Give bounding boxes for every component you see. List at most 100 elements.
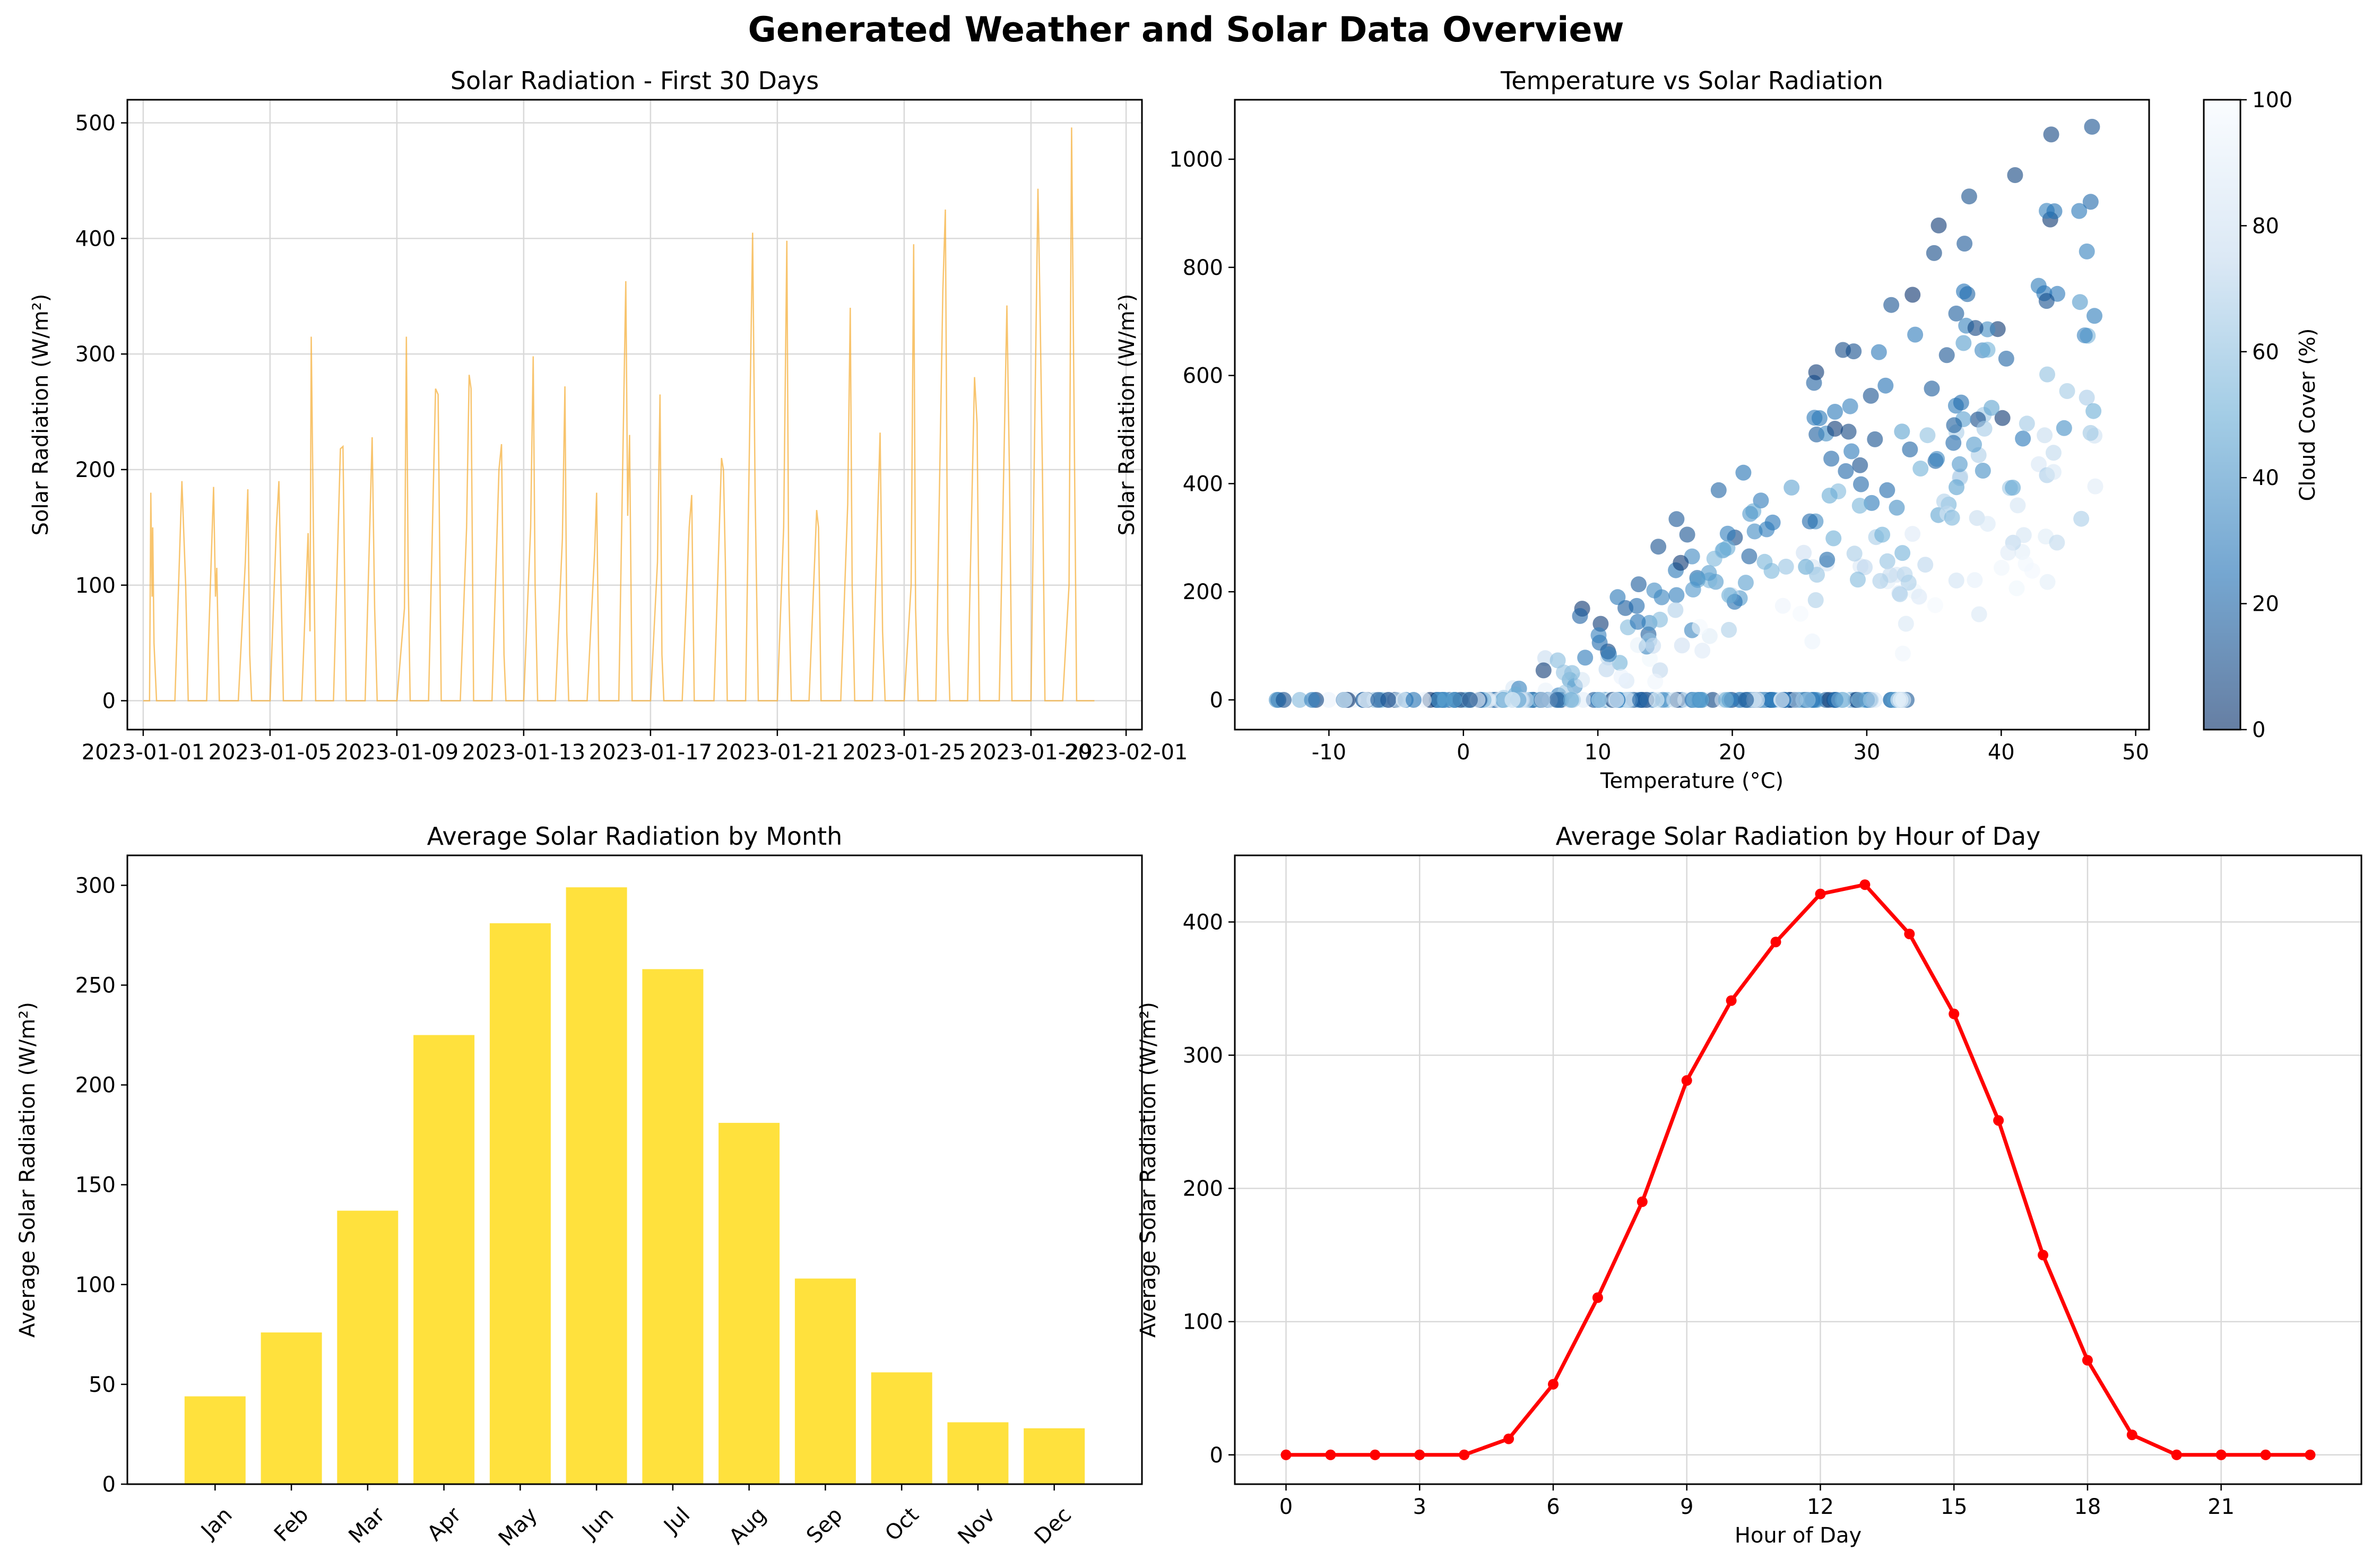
scatter-point — [2043, 126, 2059, 143]
data-point-hour-18 — [2082, 1355, 2093, 1366]
y-tick-label: 300 — [1183, 1044, 1223, 1068]
scatter-point — [1673, 555, 1689, 571]
y-tick-label: 800 — [1183, 256, 1223, 280]
scatter-point — [1877, 377, 1894, 394]
scatter-point — [1827, 421, 1843, 437]
y-tick-label: 0 — [1210, 1443, 1223, 1468]
scatter-point — [1668, 511, 1685, 527]
scatter-point — [1879, 553, 1895, 569]
data-point-hour-15 — [1949, 1008, 1960, 1019]
scatter-point — [1907, 326, 1924, 343]
scatter-point — [1948, 305, 1964, 322]
scatter-point — [1874, 526, 1891, 543]
scatter-point — [2087, 308, 2102, 324]
scatter-point — [1984, 400, 2000, 416]
scatter-point — [1936, 493, 1952, 510]
scatter-point — [1694, 643, 1711, 659]
scatter-point — [1735, 464, 1752, 481]
scatter-point — [1894, 645, 1911, 662]
x-tick-label: 12 — [1807, 1495, 1834, 1519]
data-point-hour-0 — [1280, 1449, 1292, 1460]
scatter-point — [1924, 380, 1940, 397]
scatter-point — [1926, 245, 1942, 261]
scatter-point — [1883, 297, 1900, 313]
scatter-point — [2046, 203, 2063, 220]
scatter-point — [1778, 558, 1794, 575]
scatter-point — [1668, 587, 1685, 603]
scatter-point — [1894, 423, 1910, 440]
scatter-point — [1863, 387, 1879, 404]
scatter-point — [2073, 510, 2090, 527]
scatter-point — [1461, 692, 1478, 708]
y-tick-label: 150 — [75, 1173, 116, 1198]
axes-frame — [126, 99, 1143, 731]
scatter-point — [2049, 534, 2065, 551]
scatter-point — [1784, 479, 1800, 496]
scatter-point — [1846, 545, 1863, 562]
scatter-point — [1642, 651, 1658, 667]
scatter-point — [1645, 637, 1661, 654]
x-tick-label: -10 — [1312, 740, 1346, 765]
bar-dec — [1024, 1428, 1085, 1484]
chart-hourly-average: 0 3 6 9 12 15 18 21 0 100 200 300 400 Average Solar R… — [1136, 822, 2362, 1548]
scatter-point — [1534, 692, 1551, 708]
scatter-point — [1630, 613, 1646, 630]
scatter-point — [1900, 575, 1917, 591]
data-point-hour-10 — [1726, 995, 1737, 1006]
scatter-point — [1446, 692, 1462, 708]
scatter-point — [2015, 527, 2032, 543]
data-point-hour-3 — [1414, 1449, 1425, 1460]
data-point-hour-6 — [1548, 1379, 1559, 1390]
x-tick-label: 3 — [1413, 1495, 1426, 1519]
x-tick-label: 0 — [1279, 1495, 1293, 1519]
data-point-hour-9 — [1681, 1075, 1692, 1086]
scatter-point — [1667, 602, 1684, 618]
scatter-point — [1710, 482, 1727, 498]
y-tick-label: 250 — [75, 974, 116, 998]
scatter-point — [1796, 544, 1812, 561]
bar-feb — [261, 1332, 322, 1484]
scatter-point — [1957, 236, 1973, 252]
scatter-point — [1979, 516, 1996, 532]
colorbar-tick-label: 100 — [2252, 88, 2292, 112]
scatter-point — [1537, 650, 1553, 666]
scatter-point — [1601, 646, 1617, 663]
bar-jul — [642, 969, 704, 1484]
scatter-point — [1759, 521, 1775, 538]
scatter-point — [1609, 589, 1626, 605]
scatter-point — [1851, 692, 1867, 708]
y-axis-label: Solar Radiation (W/m²) — [29, 294, 53, 536]
scatter-point — [1590, 627, 1607, 644]
scatter-point — [1737, 575, 1754, 591]
data-point-hour-7 — [1592, 1292, 1603, 1303]
x-tick-label: 40 — [1988, 740, 2015, 765]
x-tick-label: 2023-01-17 — [589, 740, 712, 765]
x-tick-label: 2023-01-21 — [716, 740, 839, 765]
scatter-point — [1872, 573, 1889, 589]
scatter-point — [1825, 530, 1842, 547]
colorbar-tick-label: 80 — [2252, 214, 2279, 238]
colorbar-tick-label: 0 — [2252, 718, 2265, 742]
scatter-point — [1674, 637, 1690, 654]
scatter-point — [1549, 692, 1565, 708]
scatter-point — [1898, 616, 1914, 632]
scatter-point — [1741, 548, 1758, 565]
scatter-point — [2010, 497, 2026, 514]
bar-may — [489, 923, 551, 1484]
x-axis-label: Temperature (°C) — [1600, 769, 1784, 793]
x-tick-label: 6 — [1546, 1495, 1560, 1519]
scatter-point — [1666, 692, 1683, 708]
y-axis-label: Solar Radiation (W/m²) — [1115, 294, 1139, 536]
data-point-hour-11 — [1770, 937, 1781, 948]
x-tick-label: 2023-01-01 — [82, 740, 205, 765]
x-tick-label: 20 — [1719, 740, 1746, 765]
scatter-point — [2007, 167, 2023, 183]
scatter-point — [1357, 692, 1373, 708]
scatter-point — [1631, 576, 1647, 593]
data-point-hour-2 — [1370, 1449, 1381, 1460]
figure-title: Generated Weather and Solar Data Overvie… — [748, 10, 1624, 50]
data-point-hour-12 — [1815, 888, 1826, 899]
scatter-point — [1648, 692, 1665, 708]
scatter-point — [1835, 342, 1851, 358]
